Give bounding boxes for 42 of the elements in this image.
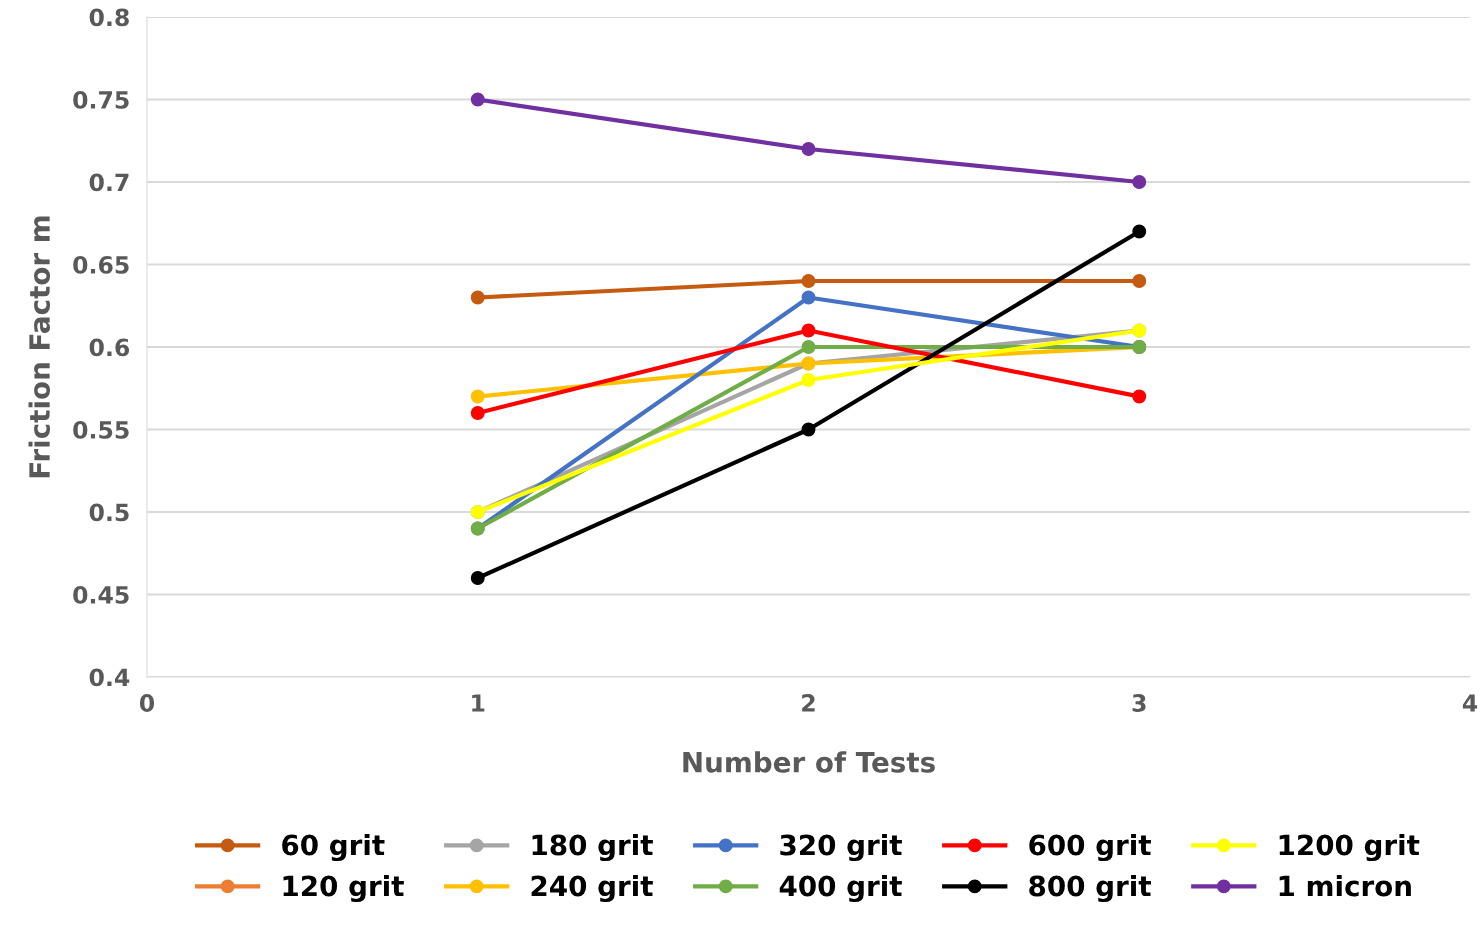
point bbox=[801, 142, 816, 156]
point bbox=[470, 571, 485, 585]
y-tick-label: 0.55 bbox=[73, 420, 129, 439]
x-tick-label: 4 bbox=[1462, 694, 1478, 712]
legend-label: 1200 grit bbox=[1279, 834, 1420, 862]
x-axis-title: Number of Tests bbox=[683, 751, 935, 773]
point bbox=[470, 389, 485, 404]
point bbox=[801, 340, 816, 354]
point bbox=[801, 290, 816, 305]
legend-label: 1 micron bbox=[1279, 874, 1411, 897]
point bbox=[470, 406, 485, 420]
point bbox=[801, 373, 816, 387]
legend-label: 600 grit bbox=[1029, 834, 1151, 862]
point bbox=[1132, 389, 1147, 404]
y-tick-label: 0.5 bbox=[89, 503, 129, 522]
y-tick-label: 0.7 bbox=[89, 173, 129, 192]
x-tick-label: 0 bbox=[139, 694, 155, 712]
y-tick-label: 0.65 bbox=[73, 255, 129, 274]
point bbox=[1132, 274, 1147, 288]
point bbox=[1132, 224, 1147, 239]
y-axis-title: Friction Factor m bbox=[28, 216, 51, 478]
x-tick-label: 3 bbox=[1132, 694, 1146, 712]
legend-label: 240 grit bbox=[531, 874, 653, 903]
x-tick-label: 2 bbox=[802, 694, 815, 712]
y-tick-label: 0.45 bbox=[73, 585, 129, 604]
legend-label: 400 grit bbox=[779, 874, 902, 903]
y-tick-label: 0.75 bbox=[73, 90, 129, 109]
y-tick-label: 0.6 bbox=[89, 338, 130, 357]
x-tick-label: 1 bbox=[472, 694, 485, 712]
point bbox=[1132, 175, 1147, 189]
legend-label: 180 grit bbox=[532, 834, 653, 862]
legend-label: 320 grit bbox=[780, 834, 902, 862]
legend-label: 800 grit bbox=[1029, 874, 1151, 903]
point bbox=[801, 422, 816, 437]
point bbox=[470, 290, 485, 305]
y-tick-label: 0.4 bbox=[89, 668, 130, 687]
y-tick-label: 0.8 bbox=[89, 8, 129, 27]
point bbox=[801, 323, 816, 338]
legend-label: 120 grit bbox=[283, 874, 404, 903]
point bbox=[470, 92, 485, 107]
point bbox=[801, 274, 816, 288]
legend-label: 60 grit bbox=[282, 834, 385, 862]
